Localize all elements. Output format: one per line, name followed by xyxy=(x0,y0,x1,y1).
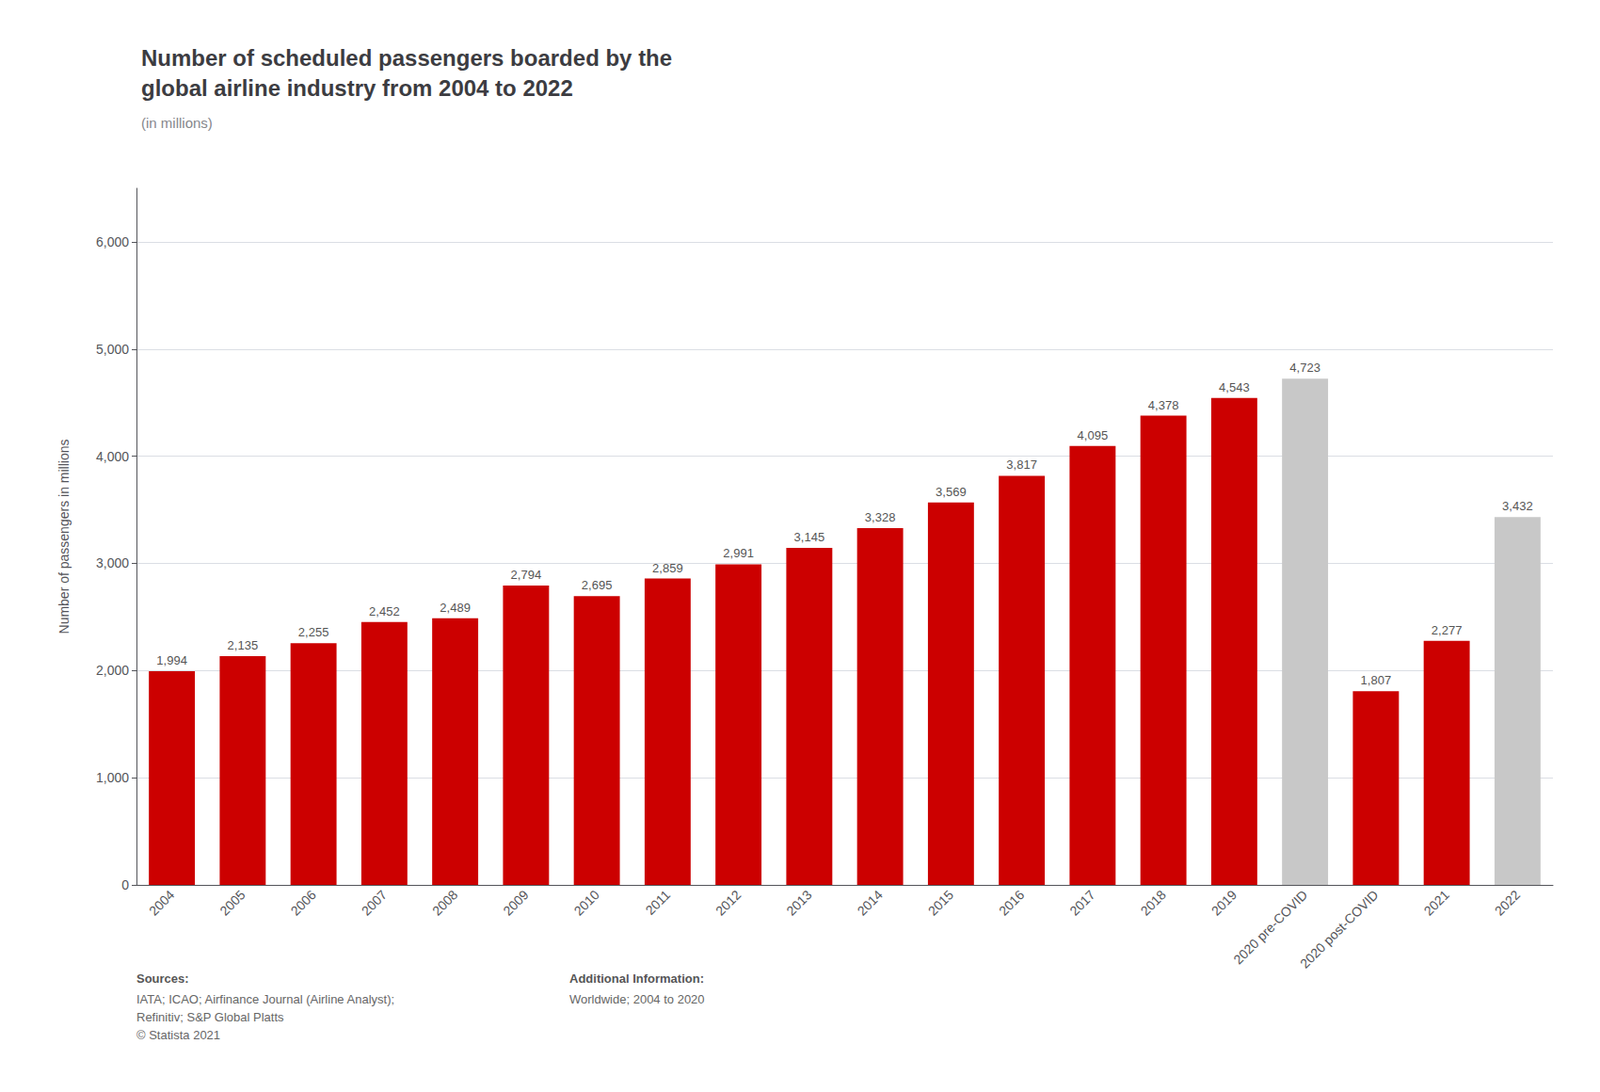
svg-text:global airline industry from 2: global airline industry from 2004 to 202… xyxy=(141,75,574,101)
svg-text:1,000: 1,000 xyxy=(96,769,129,785)
svg-text:2007: 2007 xyxy=(358,886,390,918)
svg-text:2,489: 2,489 xyxy=(439,600,471,615)
svg-text:2014: 2014 xyxy=(853,886,885,918)
svg-text:3,145: 3,145 xyxy=(794,529,826,544)
svg-text:2,452: 2,452 xyxy=(368,604,400,619)
svg-text:3,328: 3,328 xyxy=(864,510,896,525)
svg-text:Sources:: Sources: xyxy=(136,971,190,986)
svg-text:1,807: 1,807 xyxy=(1360,672,1392,688)
svg-text:2019: 2019 xyxy=(1208,886,1240,918)
svg-text:Number of passengers in millio: Number of passengers in millions xyxy=(56,439,72,635)
svg-text:© Statista 2021: © Statista 2021 xyxy=(136,1027,221,1042)
svg-text:2011: 2011 xyxy=(641,886,673,918)
svg-text:2,794: 2,794 xyxy=(511,567,543,582)
svg-text:2004: 2004 xyxy=(145,886,177,918)
svg-text:3,432: 3,432 xyxy=(1502,498,1534,513)
svg-text:2012: 2012 xyxy=(712,886,744,918)
svg-text:2022: 2022 xyxy=(1491,886,1523,918)
svg-text:2,000: 2,000 xyxy=(96,662,129,678)
svg-text:2,255: 2,255 xyxy=(298,624,330,640)
svg-text:3,000: 3,000 xyxy=(96,555,129,571)
svg-text:2013: 2013 xyxy=(783,886,815,918)
svg-text:2010: 2010 xyxy=(570,886,602,918)
svg-text:5,000: 5,000 xyxy=(96,341,129,357)
svg-text:Refinitiv; S&P Global Platts: Refinitiv; S&P Global Platts xyxy=(136,1009,285,1024)
svg-text:4,000: 4,000 xyxy=(96,448,129,464)
svg-text:(in millions): (in millions) xyxy=(141,114,213,131)
svg-text:2006: 2006 xyxy=(287,886,319,918)
svg-text:2,135: 2,135 xyxy=(227,638,259,653)
svg-text:2016: 2016 xyxy=(995,886,1027,918)
svg-text:Additional Information:: Additional Information: xyxy=(569,971,704,986)
svg-text:2021: 2021 xyxy=(1420,886,1452,918)
svg-text:4,095: 4,095 xyxy=(1077,428,1109,443)
svg-text:6,000: 6,000 xyxy=(96,234,129,250)
svg-text:2020 post-COVID: 2020 post-COVID xyxy=(1296,886,1381,971)
svg-text:4,723: 4,723 xyxy=(1289,360,1321,375)
svg-text:4,543: 4,543 xyxy=(1218,380,1250,395)
svg-text:3,817: 3,817 xyxy=(1006,457,1038,472)
svg-text:2,991: 2,991 xyxy=(722,545,754,560)
svg-text:2,859: 2,859 xyxy=(652,560,684,576)
svg-text:2,277: 2,277 xyxy=(1431,623,1463,638)
svg-text:2017: 2017 xyxy=(1066,886,1098,918)
svg-text:0: 0 xyxy=(121,877,129,893)
svg-text:Worldwide; 2004 to 2020: Worldwide; 2004 to 2020 xyxy=(569,992,705,1007)
svg-text:2,695: 2,695 xyxy=(581,577,613,592)
svg-text:1,994: 1,994 xyxy=(156,653,188,668)
svg-text:2015: 2015 xyxy=(925,886,957,918)
svg-text:3,569: 3,569 xyxy=(935,484,967,499)
svg-text:2020 pre-COVID: 2020 pre-COVID xyxy=(1230,886,1311,967)
svg-text:IATA; ICAO; Airfinance Journal: IATA; ICAO; Airfinance Journal (Airline … xyxy=(136,992,395,1007)
svg-text:4,378: 4,378 xyxy=(1148,398,1180,413)
svg-text:2009: 2009 xyxy=(499,886,531,918)
svg-text:Number of scheduled passengers: Number of scheduled passengers boarded b… xyxy=(141,45,672,71)
svg-text:2005: 2005 xyxy=(216,886,248,918)
svg-text:2018: 2018 xyxy=(1136,886,1168,918)
svg-text:2008: 2008 xyxy=(429,886,461,918)
